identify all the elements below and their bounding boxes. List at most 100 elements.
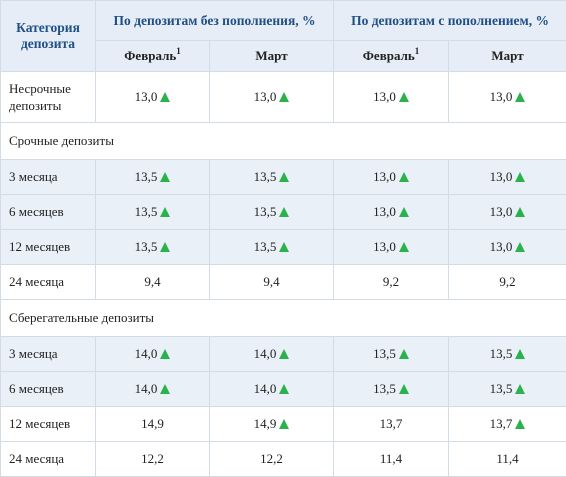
- rate-cell: 14,0: [96, 337, 210, 372]
- up-triangle-icon: [279, 384, 289, 394]
- row-label: 24 месяца: [1, 442, 96, 477]
- row-label: 12 месяцев: [1, 407, 96, 442]
- up-triangle-icon: [515, 207, 525, 217]
- rate-value: 13,0: [490, 239, 513, 254]
- month-header-feb: Февраль1: [334, 41, 449, 72]
- rate-cell: 14,9: [210, 407, 334, 442]
- up-triangle-icon: [515, 419, 525, 429]
- section-label: Срочные депозиты: [1, 123, 566, 160]
- up-triangle-icon: [399, 207, 409, 217]
- month-feb-label: Февраль: [363, 48, 415, 63]
- up-triangle-icon: [279, 242, 289, 252]
- month-header-mar: Март: [210, 41, 334, 72]
- rate-value: 9,4: [144, 274, 160, 289]
- rate-value: 13,5: [135, 239, 158, 254]
- rate-value: 11,4: [380, 451, 402, 466]
- up-triangle-icon: [279, 207, 289, 217]
- rate-value: 13,5: [254, 169, 277, 184]
- rate-cell: 13,5: [334, 337, 449, 372]
- rate-value: 13,0: [373, 89, 396, 104]
- section-row: Срочные депозиты: [1, 123, 566, 160]
- section-row: Сберегательные депозиты: [1, 300, 566, 337]
- footnote-mark: 1: [176, 46, 181, 56]
- rate-cell: 13,0: [449, 160, 566, 195]
- rate-value: 12,2: [260, 451, 283, 466]
- rate-cell: 11,4: [334, 442, 449, 477]
- rate-cell: 12,2: [210, 442, 334, 477]
- rate-cell: 13,0: [334, 160, 449, 195]
- rate-cell: 13,0: [334, 230, 449, 265]
- rate-value: 13,7: [380, 416, 403, 431]
- footnote-mark: 1: [415, 46, 420, 56]
- up-triangle-icon: [160, 349, 170, 359]
- rate-value: 13,0: [135, 89, 158, 104]
- rate-value: 13,0: [254, 89, 277, 104]
- up-triangle-icon: [399, 349, 409, 359]
- rate-value: 9,2: [499, 274, 515, 289]
- rate-value: 9,2: [383, 274, 399, 289]
- table-row: 12 месяцев 13,5 13,5 13,0 13,0: [1, 230, 566, 265]
- rate-cell: 13,5: [96, 160, 210, 195]
- table-header: Категория депозита По депозитам без попо…: [1, 1, 566, 72]
- month-header-feb: Февраль1: [96, 41, 210, 72]
- table-row: Несрочные депозиты 13,0 13,0 13,0 13,0: [1, 72, 566, 123]
- rate-cell: 9,2: [449, 265, 566, 300]
- table-row: 12 месяцев 14,9 14,9 13,7 13,7: [1, 407, 566, 442]
- rate-cell: 13,0: [334, 72, 449, 123]
- rate-value: 13,5: [373, 346, 396, 361]
- rate-cell: 13,0: [449, 230, 566, 265]
- rate-cell: 13,7: [334, 407, 449, 442]
- month-header-mar: Март: [449, 41, 566, 72]
- up-triangle-icon: [515, 349, 525, 359]
- rate-cell: 13,5: [449, 372, 566, 407]
- row-label: 12 месяцев: [1, 230, 96, 265]
- up-triangle-icon: [399, 384, 409, 394]
- rate-cell: 13,5: [210, 195, 334, 230]
- up-triangle-icon: [279, 172, 289, 182]
- rate-value: 13,0: [490, 169, 513, 184]
- rate-cell: 12,2: [96, 442, 210, 477]
- rate-value: 14,0: [254, 381, 277, 396]
- rate-value: 13,5: [254, 239, 277, 254]
- row-label: Несрочные депозиты: [1, 72, 96, 123]
- rate-value: 13,5: [254, 204, 277, 219]
- up-triangle-icon: [399, 92, 409, 102]
- rate-cell: 13,5: [96, 230, 210, 265]
- rate-cell: 14,0: [96, 372, 210, 407]
- up-triangle-icon: [279, 419, 289, 429]
- rate-value: 14,9: [141, 416, 164, 431]
- rate-value: 14,0: [254, 346, 277, 361]
- group-header-no-topup: По депозитам без пополнения, %: [96, 1, 334, 41]
- rate-cell: 13,0: [96, 72, 210, 123]
- rate-value: 13,0: [490, 89, 513, 104]
- rate-cell: 9,4: [210, 265, 334, 300]
- rate-value: 13,5: [135, 204, 158, 219]
- rate-cell: 11,4: [449, 442, 566, 477]
- rate-cell: 9,4: [96, 265, 210, 300]
- up-triangle-icon: [515, 384, 525, 394]
- rate-value: 13,0: [490, 204, 513, 219]
- up-triangle-icon: [399, 172, 409, 182]
- rate-value: 13,5: [490, 381, 513, 396]
- rate-value: 13,7: [490, 416, 513, 431]
- rate-value: 14,9: [254, 416, 277, 431]
- rate-value: 14,0: [135, 346, 158, 361]
- group-header-topup: По депозитам с пополнением, %: [334, 1, 566, 41]
- rate-value: 14,0: [135, 381, 158, 396]
- rate-cell: 14,0: [210, 337, 334, 372]
- rate-cell: 13,0: [334, 195, 449, 230]
- row-label: 6 месяцев: [1, 372, 96, 407]
- up-triangle-icon: [515, 92, 525, 102]
- rate-cell: 13,0: [210, 72, 334, 123]
- row-label: 24 месяца: [1, 265, 96, 300]
- up-triangle-icon: [160, 384, 170, 394]
- rate-value: 13,0: [373, 239, 396, 254]
- month-feb-label: Февраль: [124, 48, 176, 63]
- up-triangle-icon: [160, 92, 170, 102]
- rate-value: 13,5: [490, 346, 513, 361]
